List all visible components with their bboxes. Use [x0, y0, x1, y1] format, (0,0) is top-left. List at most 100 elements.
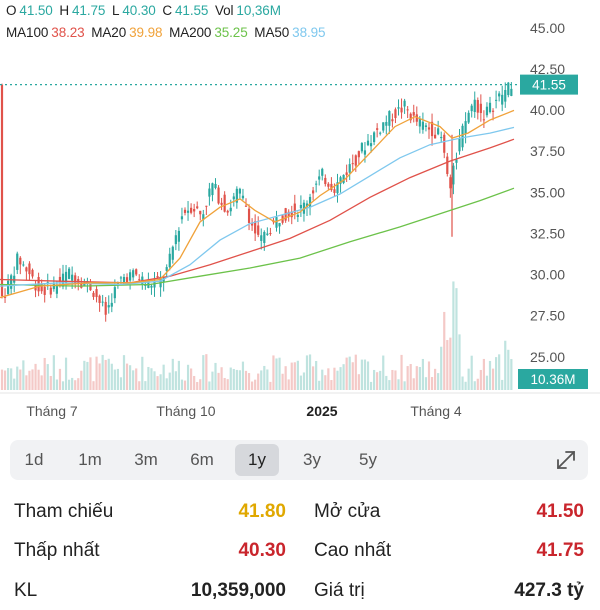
candle-body [22, 264, 25, 266]
candle-body [68, 268, 71, 279]
candle-body [412, 112, 415, 116]
candle-body [473, 99, 476, 112]
candle-body [409, 113, 412, 121]
volume-bar [504, 340, 507, 390]
candle-body [13, 275, 16, 283]
volume-bar [122, 355, 126, 390]
candle-body [315, 183, 318, 185]
candle-body [43, 286, 46, 295]
candle-body [479, 103, 482, 114]
timeframe-6m-button[interactable]: 6m [190, 450, 214, 469]
volume-bar [58, 368, 62, 390]
timeframe-1m-button[interactable]: 1m [78, 450, 102, 469]
volume-bar [284, 366, 287, 390]
candle-body [19, 257, 22, 265]
candle-body [217, 187, 220, 204]
candle-body [363, 150, 367, 155]
volume-bar [254, 379, 257, 390]
stat-open-label: Mở cửa [314, 501, 381, 522]
volume-bar [430, 377, 434, 390]
volume-bar [427, 361, 431, 390]
volume-bar [202, 355, 205, 390]
candle-body [464, 121, 467, 134]
volume-bar [354, 354, 357, 390]
volume-bar [71, 377, 74, 390]
candle-body [421, 121, 424, 130]
volume-bar [168, 372, 171, 390]
volume-bar [7, 368, 10, 390]
legend-low-value: 40.30 [122, 3, 156, 18]
volume-bar [345, 357, 348, 390]
price-chart[interactable]: 45.00 42.50 40.00 37.50 35.00 32.50 30.00 27.50… [0, 0, 600, 430]
timeframe-5y-button[interactable]: 5y [359, 450, 377, 469]
volume-bar [101, 354, 104, 390]
candle-body [327, 183, 330, 187]
volume-bar [104, 359, 107, 390]
candle-body [278, 223, 281, 227]
volume-bar [244, 370, 248, 390]
volume-bar [217, 372, 220, 390]
expand-icon[interactable] [552, 446, 580, 474]
volume-bar [315, 360, 318, 390]
candle-body [495, 99, 498, 101]
legend-volume-value: 10,36M [236, 3, 281, 18]
volume-bar [342, 364, 345, 390]
candle-body [31, 269, 34, 277]
volume-bar [440, 346, 443, 390]
candle-body [159, 276, 162, 288]
candle-body [333, 189, 336, 193]
volume-bar [278, 357, 281, 390]
volume-bar [418, 366, 421, 390]
timeframe-1d-button[interactable]: 1d [24, 450, 44, 469]
volume-bar [495, 357, 498, 390]
candle-body [275, 217, 278, 228]
ma-legend: MA100 38.23 MA20 39.98 MA200 35.25 MA50 38.9… [6, 25, 328, 40]
candle-body [113, 287, 116, 299]
candle-body [391, 119, 394, 122]
legend-ma100-key: MA100 [6, 25, 49, 40]
candle-body [406, 109, 409, 111]
candle-body [122, 276, 126, 285]
candle-body [162, 277, 165, 283]
volume-bar [369, 381, 373, 390]
volume-bar [455, 288, 458, 390]
candle-body [510, 88, 513, 96]
candle-body [440, 136, 443, 139]
timeframe-3m-button[interactable]: 3m [134, 450, 158, 469]
legend-volume-key: Vol [214, 3, 234, 18]
timeframe-3y-button[interactable]: 3y [303, 450, 321, 469]
volume-bar [476, 378, 479, 390]
stat-high-label: Cao nhất [314, 540, 392, 561]
candle-body [171, 246, 174, 260]
volume-bar [397, 379, 400, 390]
legend-ma20-key: MA20 [91, 25, 127, 40]
volume-bar [263, 365, 266, 390]
candle-body [64, 271, 68, 284]
ma20-line [0, 109, 515, 299]
volume-bar [77, 378, 80, 390]
volume-bar [373, 369, 376, 390]
candle-body [385, 121, 388, 126]
candle-body [403, 100, 406, 107]
volume-bar [293, 362, 296, 390]
candle-body [354, 155, 357, 166]
volume-bar [366, 361, 370, 390]
candle-body [324, 177, 327, 185]
volume-bar [25, 375, 28, 390]
volume-bar [165, 378, 168, 390]
volume-bar [92, 381, 95, 390]
volume-bar [312, 366, 315, 390]
volume-bar [330, 380, 333, 390]
volume-bar [485, 375, 489, 390]
candlestick-chart-canvas[interactable]: 45.00 42.50 40.00 37.50 35.00 32.50 30.00 27.50… [0, 0, 600, 430]
legend-high-key: H [59, 3, 70, 18]
stat-low-label: Thấp nhất [14, 540, 100, 561]
volume-bar [141, 356, 144, 390]
volume-bar [89, 357, 92, 390]
candle-body [247, 208, 251, 223]
candle-body [345, 172, 348, 175]
timeframe-1y-button[interactable]: 1y [235, 444, 279, 476]
candle-body [28, 263, 31, 275]
volume-bar [61, 381, 65, 390]
volume-bar [196, 381, 199, 390]
